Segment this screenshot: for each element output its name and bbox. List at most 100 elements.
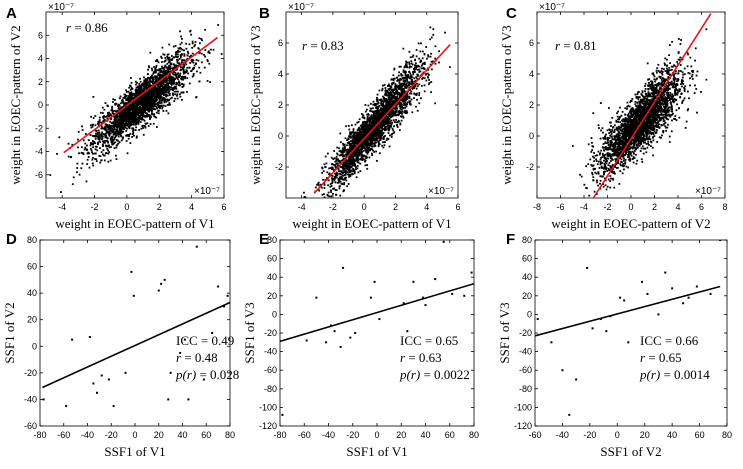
scatter-point [341, 171, 343, 174]
scatter-point [347, 157, 350, 160]
scatter-point [303, 195, 306, 198]
scatter-point [183, 53, 186, 56]
scatter-point [175, 68, 178, 71]
scatter-point [139, 80, 142, 83]
scatter-point [420, 67, 423, 70]
scatter-point [172, 78, 175, 81]
scatter-point [422, 62, 425, 65]
scatter-point [123, 124, 126, 127]
scatter-point [392, 101, 395, 104]
scatter-point [176, 78, 179, 81]
scatter-point [396, 95, 399, 98]
scatter-point [396, 107, 399, 110]
scatter-point [404, 90, 406, 93]
scatter-point [400, 86, 403, 89]
scatter-point [168, 58, 171, 61]
scatter-point [406, 66, 409, 69]
scatter-point [107, 144, 109, 147]
scatter-point [160, 83, 163, 86]
scatter-point [346, 148, 349, 151]
scatter-point [340, 159, 343, 162]
scatter-point [366, 151, 369, 154]
scatter-point [81, 162, 84, 165]
scatter-point [418, 68, 421, 71]
scatter-point [377, 111, 379, 114]
scatter-point [413, 85, 416, 88]
scatter-point [339, 154, 341, 157]
scatter-point [94, 129, 97, 132]
scatter-point [148, 101, 151, 103]
scatter-point [158, 95, 161, 97]
scatter-point [117, 139, 119, 142]
scatter-point [160, 99, 163, 102]
scatter-point [393, 68, 396, 71]
scatter-point [183, 70, 185, 73]
scatter-point [430, 36, 433, 39]
scatter-point [350, 140, 352, 143]
scatter-point [388, 91, 391, 94]
scatter-point [133, 110, 136, 113]
scatter-point [174, 44, 177, 47]
scatter-point [123, 114, 126, 117]
scatter-point [410, 90, 413, 93]
scatter-point [132, 121, 135, 123]
scatter-point [152, 89, 155, 92]
scatter-point [388, 114, 390, 117]
scatter-point [357, 141, 360, 143]
scatter-point [380, 114, 383, 117]
scatter-point [186, 66, 189, 69]
scatter-point [171, 59, 173, 61]
scatter-point [398, 102, 401, 105]
scatter-point [200, 61, 203, 64]
scatter-point [377, 129, 380, 132]
scatter-point [427, 75, 429, 78]
scatter-point [101, 135, 104, 138]
scatter-point [142, 83, 145, 86]
scatter-point [186, 69, 188, 72]
scatter-point [162, 104, 165, 107]
scatter-point [142, 106, 144, 108]
scatter-point [334, 176, 337, 179]
scatter-point [124, 124, 127, 126]
scatter-point [143, 124, 146, 127]
scatter-point [173, 100, 176, 102]
scatter-point [151, 87, 154, 90]
scatter-point [135, 126, 138, 129]
scatter-point [173, 82, 175, 85]
scatter-point [406, 95, 408, 97]
scatter-point [378, 117, 381, 120]
scatter-point [179, 95, 182, 98]
scatter-point [411, 63, 414, 66]
scatter-point [122, 126, 125, 129]
scatter-point [71, 143, 74, 146]
x-tick-label: 6 [221, 202, 226, 212]
scatter-point [371, 119, 374, 122]
scatter-point [181, 98, 183, 101]
scatter-point [149, 117, 151, 120]
scatter-point [358, 137, 361, 140]
scatter-point [109, 120, 112, 123]
scatter-point [130, 98, 133, 101]
scatter-point [125, 134, 127, 137]
scatter-point [119, 125, 122, 128]
scatter-point [104, 144, 107, 147]
scatter-point [389, 87, 392, 90]
scatter-point [168, 79, 171, 82]
scatter-point [92, 95, 95, 98]
scatter-point [125, 140, 128, 142]
scatter-point [364, 129, 367, 132]
scatter-point [345, 161, 348, 163]
scatter-point [365, 145, 368, 147]
scatter-point [374, 135, 377, 138]
scatter-point [361, 141, 364, 144]
scatter-point [325, 162, 328, 165]
scatter-point [170, 62, 172, 65]
scatter-point [414, 80, 417, 82]
scatter-point [114, 110, 116, 112]
scatter-point [400, 78, 403, 81]
scatter-point [96, 133, 99, 136]
scatter-point [394, 107, 397, 110]
scatter-point [154, 68, 157, 70]
scatter-point [155, 80, 157, 83]
scatter-point [128, 111, 131, 114]
